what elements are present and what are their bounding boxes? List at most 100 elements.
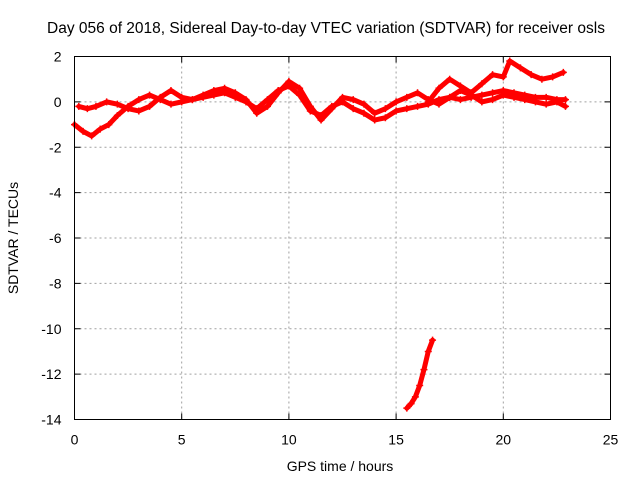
data-point — [317, 116, 325, 124]
data-point — [75, 102, 83, 110]
data-point — [167, 100, 175, 108]
data-point — [113, 111, 121, 119]
data-point — [199, 91, 207, 99]
data-point — [542, 100, 550, 108]
data-point — [561, 102, 569, 110]
data-point — [420, 366, 428, 374]
y-tick-label: 0 — [54, 94, 62, 110]
data-point — [113, 100, 121, 108]
data-point — [146, 102, 154, 110]
series-satellite-arc-3 — [424, 57, 567, 106]
data-point — [392, 107, 400, 115]
x-tick-label: 25 — [603, 432, 619, 448]
data-point — [306, 102, 314, 110]
data-point — [510, 93, 518, 101]
series-satellite-arc-1 — [71, 82, 569, 140]
data-point — [135, 96, 143, 104]
data-point — [414, 102, 422, 110]
y-tick-label: -10 — [41, 321, 61, 337]
data-point — [499, 73, 507, 81]
data-point — [456, 82, 464, 90]
data-point — [328, 105, 336, 113]
data-point — [156, 93, 164, 101]
x-tick-label: 10 — [281, 432, 297, 448]
data-point — [446, 75, 454, 83]
data-point — [435, 100, 443, 108]
series-satellite-arc-2 — [75, 77, 569, 124]
data-point — [263, 102, 271, 110]
data-point — [231, 89, 239, 97]
data-point — [242, 96, 250, 104]
data-point — [403, 404, 411, 412]
data-point — [178, 93, 186, 101]
data-point — [489, 89, 497, 97]
y-tick-label: -2 — [49, 139, 62, 155]
data-point — [446, 93, 454, 101]
data-point — [489, 96, 497, 104]
x-tick-label: 15 — [388, 432, 404, 448]
grid-lines — [74, 56, 611, 420]
data-point — [478, 80, 486, 88]
data-point — [221, 84, 229, 92]
data-point — [188, 96, 196, 104]
data-point — [167, 87, 175, 95]
data-point — [527, 71, 535, 79]
data-point — [392, 98, 400, 106]
data-point — [403, 93, 411, 101]
data-point — [429, 336, 437, 344]
data-point — [411, 393, 419, 401]
data-point — [561, 96, 569, 104]
data-point — [456, 96, 464, 104]
data-point — [424, 347, 432, 355]
y-tick-label: -6 — [49, 230, 62, 246]
data-point — [516, 64, 524, 72]
data-point — [538, 75, 546, 83]
data-point — [360, 109, 368, 117]
x-tick-label: 20 — [496, 432, 512, 448]
data-point — [96, 125, 104, 133]
data-point — [403, 105, 411, 113]
y-tick-label: 2 — [54, 49, 62, 65]
data-point — [371, 116, 379, 124]
data-point — [435, 84, 443, 92]
data-point — [210, 87, 218, 95]
data-point — [424, 98, 432, 106]
data-point — [478, 98, 486, 106]
y-tick-label: -8 — [49, 275, 62, 291]
data-point — [559, 68, 567, 76]
y-axis-label: SDTVAR / TECUs — [5, 182, 21, 294]
data-point — [360, 100, 368, 108]
series-trace — [425, 58, 566, 105]
x-axis-label: GPS time / hours — [287, 458, 394, 474]
data-point — [531, 98, 539, 106]
data-point — [253, 109, 261, 117]
data-point — [285, 77, 293, 85]
series-satellite-arc-4 — [403, 336, 437, 412]
chart-title: Day 056 of 2018, Sidereal Day-to-day VTE… — [47, 20, 605, 37]
data-point — [146, 91, 154, 99]
data-point — [103, 98, 111, 106]
data-point — [88, 132, 96, 140]
data-point — [124, 105, 132, 113]
data-point — [467, 89, 475, 97]
data-point — [296, 84, 304, 92]
data-point — [521, 96, 529, 104]
data-point — [489, 71, 497, 79]
y-tick-label: -12 — [41, 366, 61, 382]
x-tick-label: 5 — [178, 432, 186, 448]
data-point — [105, 121, 113, 129]
data-point — [542, 93, 550, 101]
y-tick-label: -14 — [41, 412, 61, 428]
data-point — [381, 114, 389, 122]
data-point — [92, 102, 100, 110]
data-point — [381, 105, 389, 113]
y-tick-label: -4 — [49, 185, 62, 201]
data-point — [416, 381, 424, 389]
data-point — [349, 105, 357, 113]
data-point — [506, 57, 514, 65]
data-point — [349, 96, 357, 104]
data-series — [71, 57, 569, 412]
data-point — [499, 91, 507, 99]
